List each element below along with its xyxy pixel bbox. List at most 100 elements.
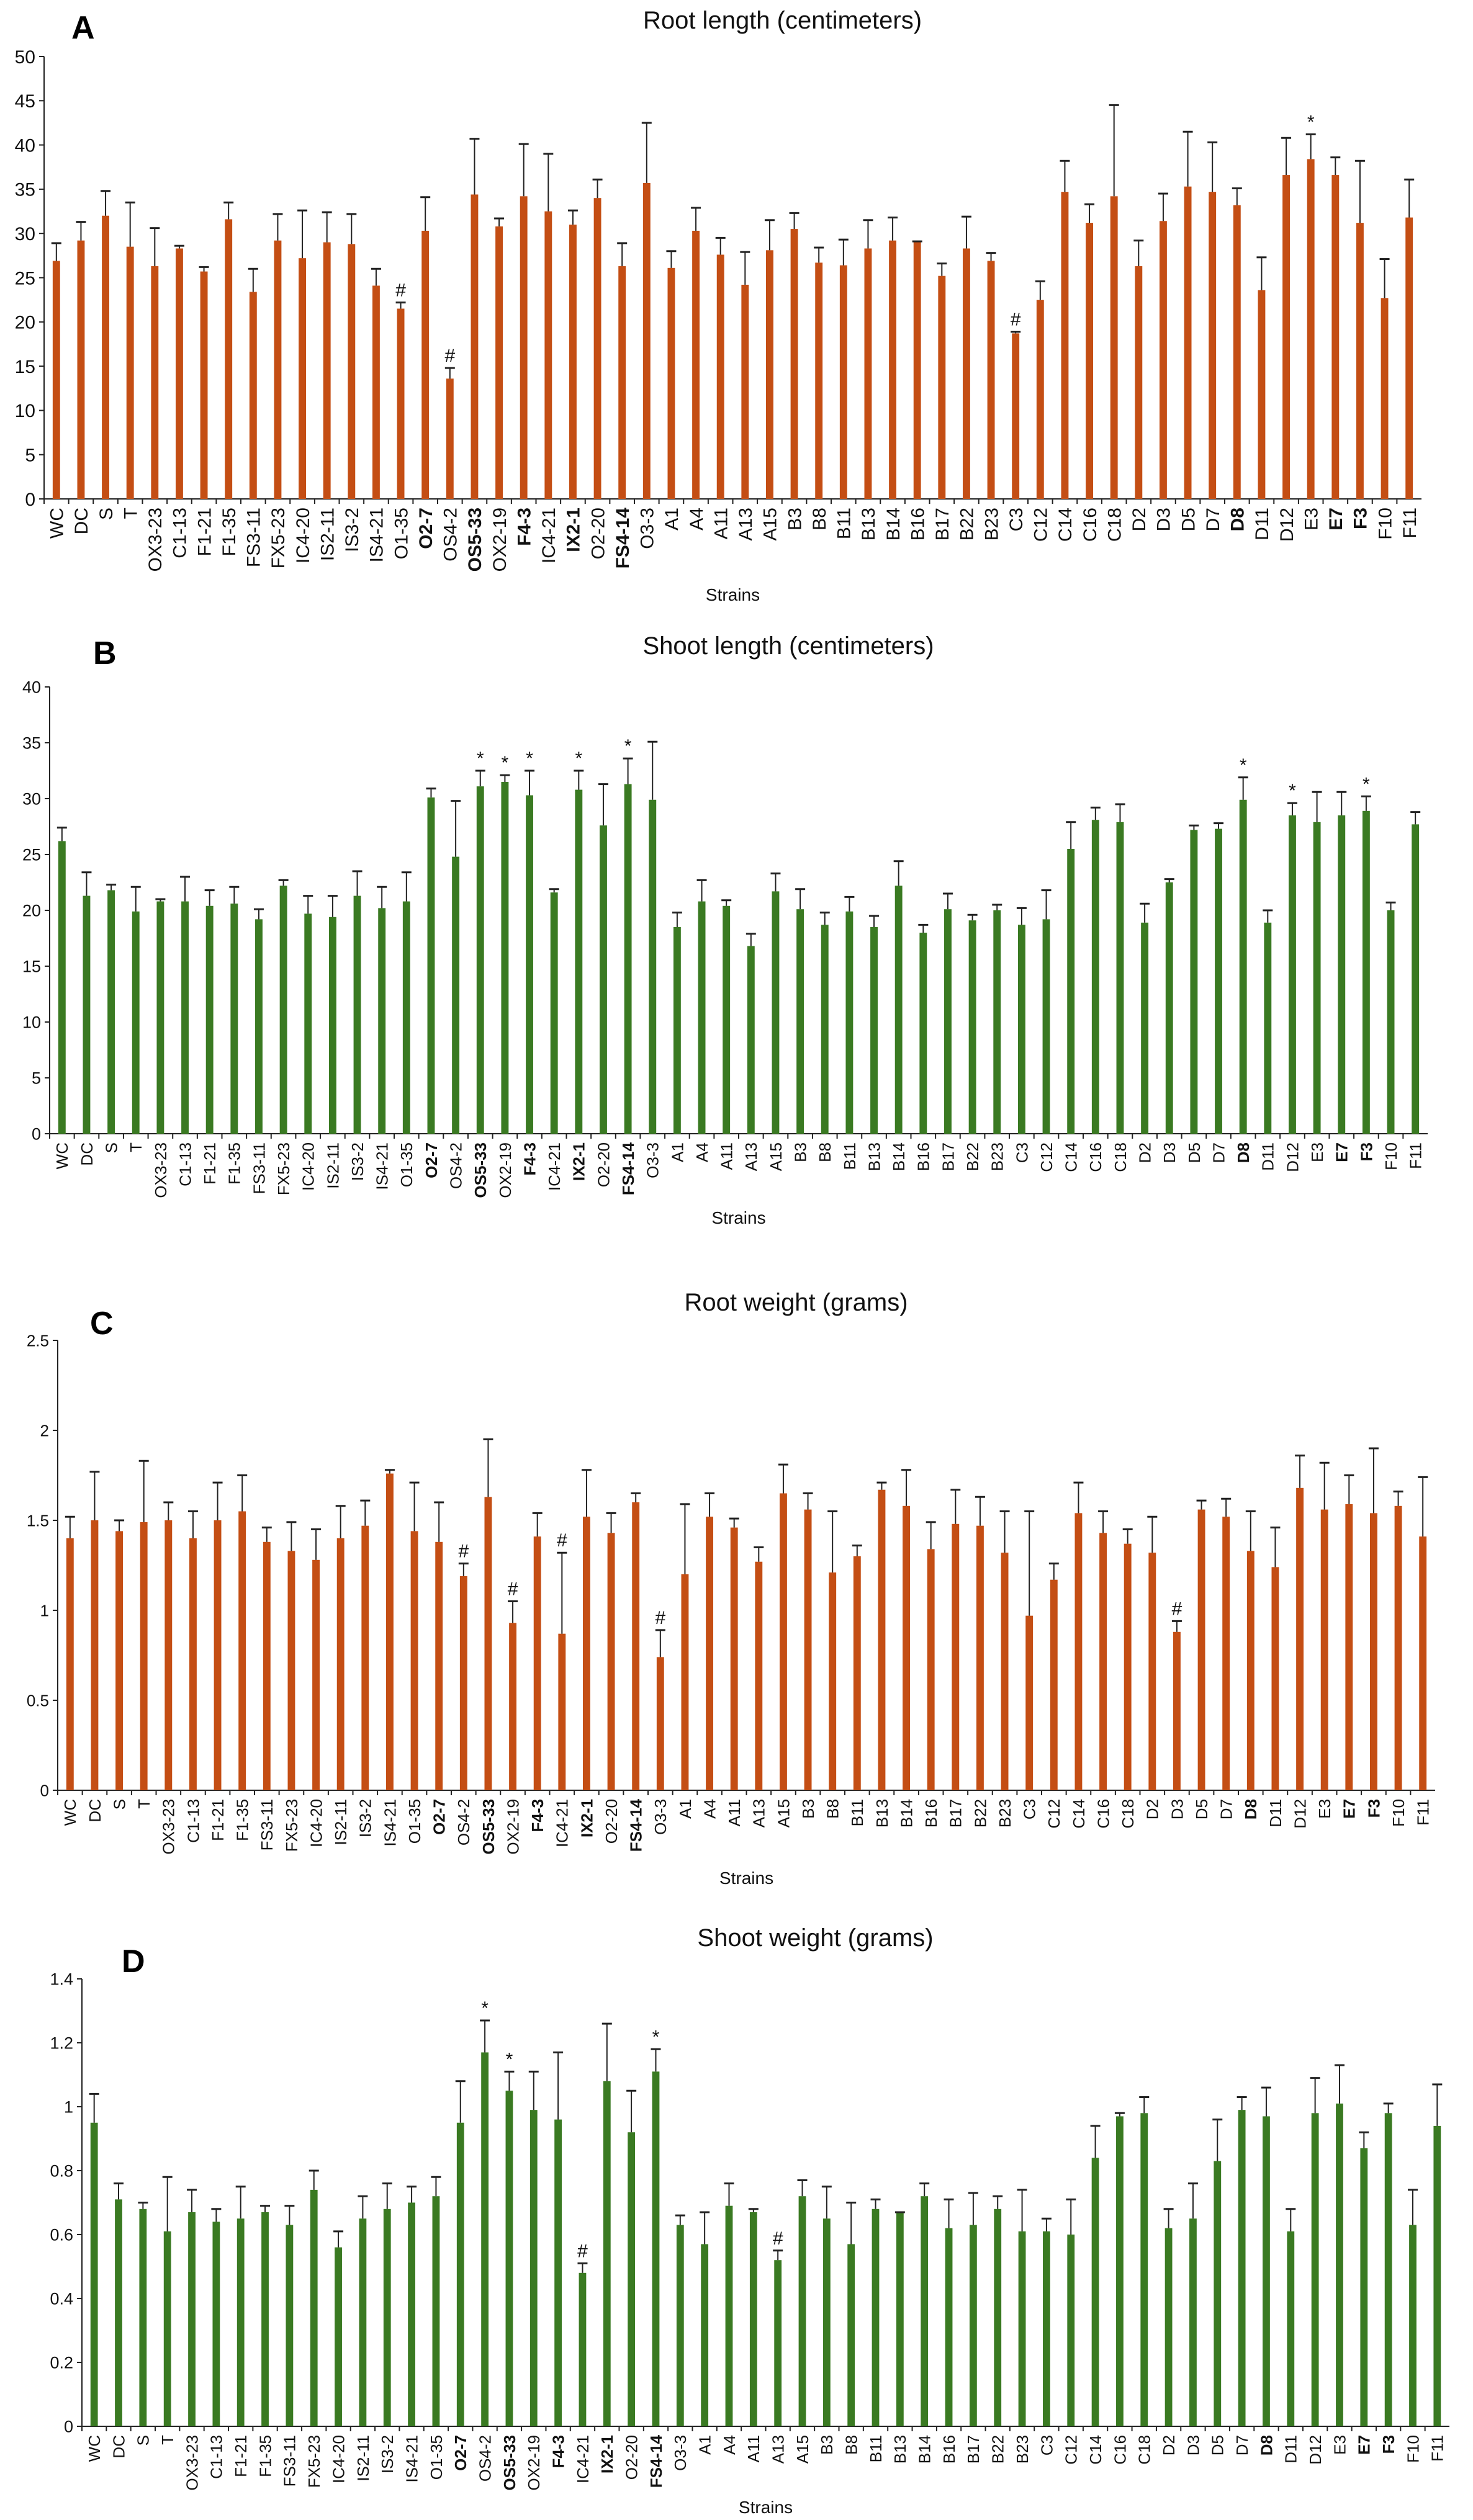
bar-F3 (1369, 1513, 1377, 1790)
x-tick-label: D12 (1277, 508, 1297, 542)
bar-B8 (829, 1572, 837, 1790)
bar-D8 (1246, 1551, 1255, 1790)
bar-IC4-21 (550, 892, 558, 1134)
bar-D8 (1233, 205, 1241, 499)
x-tick-label: O2-7 (451, 2435, 470, 2471)
bar-B17 (944, 909, 952, 1134)
bar-B23 (987, 261, 995, 499)
x-tick-label: B23 (988, 1142, 1007, 1171)
bar-F3 (1384, 2113, 1392, 2426)
bar-F4-3 (533, 1536, 541, 1790)
bar-IC4-21 (558, 1633, 566, 1790)
y-tick-label: 10 (15, 401, 35, 421)
x-tick-label: B22 (989, 2435, 1007, 2464)
bar-IS3-2 (353, 895, 361, 1134)
x-tick-label: IX2-1 (598, 2435, 616, 2473)
bar-A11 (749, 2212, 757, 2426)
x-tick-label: D11 (1259, 1142, 1277, 1171)
x-tick-label: S (134, 2435, 153, 2446)
panel-B: Shoot length (centimeters) B 0 5 10 15 20 25 30 3… (22, 632, 1428, 1227)
y-tick-label: 25 (22, 846, 41, 864)
bar-E7 (1345, 1504, 1353, 1790)
x-tick-label: IX2-1 (570, 1142, 588, 1181)
bar-IX2-1 (575, 789, 583, 1134)
x-tick-label: WC (47, 508, 68, 539)
bar-B16 (919, 933, 927, 1134)
bar-E3 (1307, 159, 1315, 499)
bar-B11 (872, 2208, 880, 2426)
bar-FX5-23 (279, 886, 287, 1134)
y-tick-label: 30 (15, 224, 35, 244)
bar-C12 (1050, 1579, 1058, 1790)
bar-T (163, 2231, 171, 2426)
bar-FS3-11 (249, 292, 257, 499)
y-tick-label: 40 (15, 135, 35, 156)
x-tick-label: OX3-23 (182, 2435, 201, 2491)
bar-B16 (913, 242, 921, 499)
significance-mark: # (557, 1530, 567, 1551)
y-tick-label: 1.2 (50, 2034, 73, 2053)
x-tick-label: B17 (964, 2435, 983, 2464)
bar-F11 (1433, 2125, 1441, 2426)
bar-C18 (1140, 2113, 1148, 2426)
bar-IS4-21 (385, 1473, 394, 1790)
bar-A1 (673, 927, 681, 1134)
bar-D12 (1296, 1487, 1304, 1790)
x-tick-label: C3 (1037, 2435, 1056, 2455)
x-tick-label: F11 (1428, 2435, 1447, 2462)
bar-FX5-23 (274, 240, 282, 499)
bar-D12 (1282, 175, 1291, 500)
x-tick-label: A1 (662, 508, 682, 531)
bar-B23 (1018, 2231, 1026, 2426)
bar-WC (52, 261, 60, 499)
x-tick-label: D5 (1178, 508, 1199, 531)
bar-A13 (755, 1561, 763, 1790)
bar-C3 (1025, 1615, 1034, 1790)
x-tick-label: B13 (891, 2435, 909, 2464)
x-tick-label: D5 (1192, 1799, 1211, 1819)
x-tick-label: FS3-11 (244, 508, 264, 567)
bar-F4-3 (554, 2119, 562, 2426)
x-tick-label: IC4-21 (574, 2435, 592, 2483)
bar-FS4-14 (632, 1502, 640, 1790)
x-tick-label: D2 (1143, 1799, 1162, 1819)
x-tick-label: F1-35 (256, 2435, 274, 2477)
bar-B13 (896, 2212, 904, 2426)
significance-mark: # (577, 2241, 588, 2261)
bar-F1-35 (238, 1511, 246, 1790)
bar-A1 (681, 1574, 689, 1790)
chart-title: Shoot weight (grams) (697, 1924, 933, 1952)
panel-A: Root length (centimeters) A 0 5 10 15 20 25 30 35… (15, 7, 1421, 604)
x-tick-label: D3 (1154, 508, 1174, 531)
x-tick-label: O2-7 (430, 1799, 449, 1835)
x-tick-label: T (158, 2435, 177, 2445)
significance-mark: # (458, 1541, 469, 1562)
x-tick-label: O3-3 (651, 1799, 670, 1835)
x-tick-label: F10 (1389, 1799, 1408, 1827)
x-tick-label: FX5-23 (274, 1142, 293, 1195)
bar-D11 (1258, 290, 1266, 499)
x-tick-label: B22 (957, 508, 978, 540)
x-tick-label: A15 (767, 1142, 785, 1171)
bar-E3 (1320, 1509, 1328, 1790)
y-tick-label: 35 (15, 180, 35, 200)
x-tick-label: A11 (725, 1799, 744, 1826)
x-tick-label: C1-13 (207, 2435, 226, 2479)
bar-B22 (976, 1525, 984, 1790)
x-tick-label: B23 (1013, 2435, 1032, 2464)
x-tick-label: FS3-11 (250, 1142, 268, 1194)
bar-F10 (1409, 2225, 1417, 2426)
x-tick-label: F3 (1364, 1799, 1383, 1818)
y-tick-label: 5 (25, 446, 35, 466)
bar-F4-3 (520, 196, 528, 499)
x-tick-label: OX3-23 (151, 1142, 170, 1198)
x-tick-label: E3 (1308, 1142, 1327, 1162)
x-tick-label: F4-3 (520, 1142, 539, 1175)
x-tick-label: IS2-11 (317, 508, 338, 561)
x-tick-label: IS3-2 (356, 1799, 375, 1837)
x-tick-label: FS3-11 (258, 1799, 276, 1850)
x-tick-label: D3 (1168, 1799, 1186, 1819)
bar-D7 (1222, 1517, 1230, 1790)
bar-F1-21 (214, 1520, 222, 1790)
bar-C1-13 (189, 1538, 197, 1790)
